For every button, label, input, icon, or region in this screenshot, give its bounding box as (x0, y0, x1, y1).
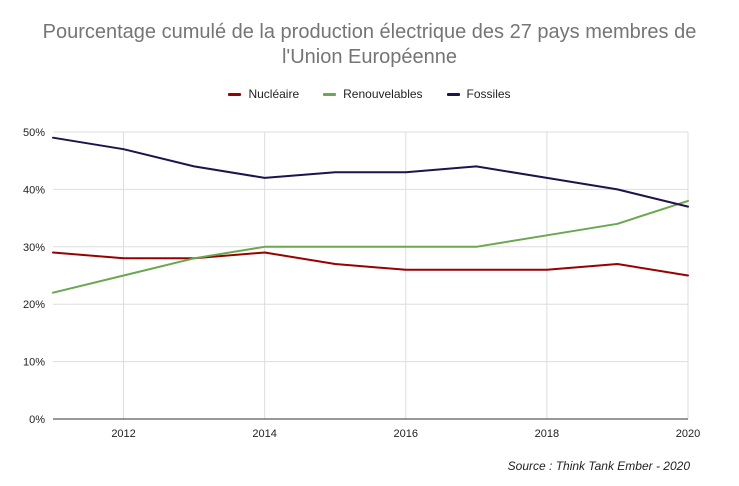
legend-swatch-nucleaire (228, 92, 242, 96)
legend-swatch-renouvelables (323, 92, 337, 96)
x-tick-label: 2020 (676, 428, 700, 440)
chart-title: Pourcentage cumulé de la production élec… (0, 20, 739, 70)
legend-item-renouvelables[interactable]: Renouvelables (323, 87, 423, 101)
legend-label-fossiles: Fossiles (466, 87, 511, 101)
chart-title-line-1: Pourcentage cumulé de la production élec… (42, 21, 697, 43)
x-tick-labels: 2012 2014 2016 2018 2020 (111, 428, 700, 440)
y-tick-label: 0% (29, 414, 45, 426)
series-line-renouvelables (52, 199, 689, 294)
y-tick-label: 20% (23, 299, 45, 311)
y-tick-labels: 0% 10% 20% 30% 40% 50% (23, 127, 45, 426)
legend-item-fossiles[interactable]: Fossiles (446, 87, 511, 101)
chart-title-line-2: l'Union Européenne (281, 46, 458, 68)
x-tick-label: 2012 (111, 428, 135, 440)
x-tick-label: 2018 (535, 428, 559, 440)
x-tick-label: 2016 (394, 428, 418, 440)
legend-label-renouvelables: Renouvelables (343, 87, 423, 101)
y-tick-label: 10% (23, 357, 45, 369)
legend-swatch-fossiles (446, 92, 460, 96)
series-line-fossiles (52, 136, 689, 208)
y-tick-label: 50% (23, 127, 45, 139)
legend-item-nucleaire[interactable]: Nucléaire (228, 87, 299, 101)
legend-label-nucleaire: Nucléaire (248, 87, 300, 101)
source-note: Source : Think Tank Ember - 2020 (507, 459, 690, 473)
series-lines (52, 136, 689, 294)
y-tick-label: 30% (23, 242, 45, 254)
x-tick-label: 2014 (252, 428, 276, 440)
grid-lines (53, 131, 689, 419)
series-line-nucleaire (52, 251, 689, 277)
y-tick-label: 40% (23, 184, 45, 196)
chart-legend: Nucléaire Renouvelables Fossiles (0, 87, 739, 101)
